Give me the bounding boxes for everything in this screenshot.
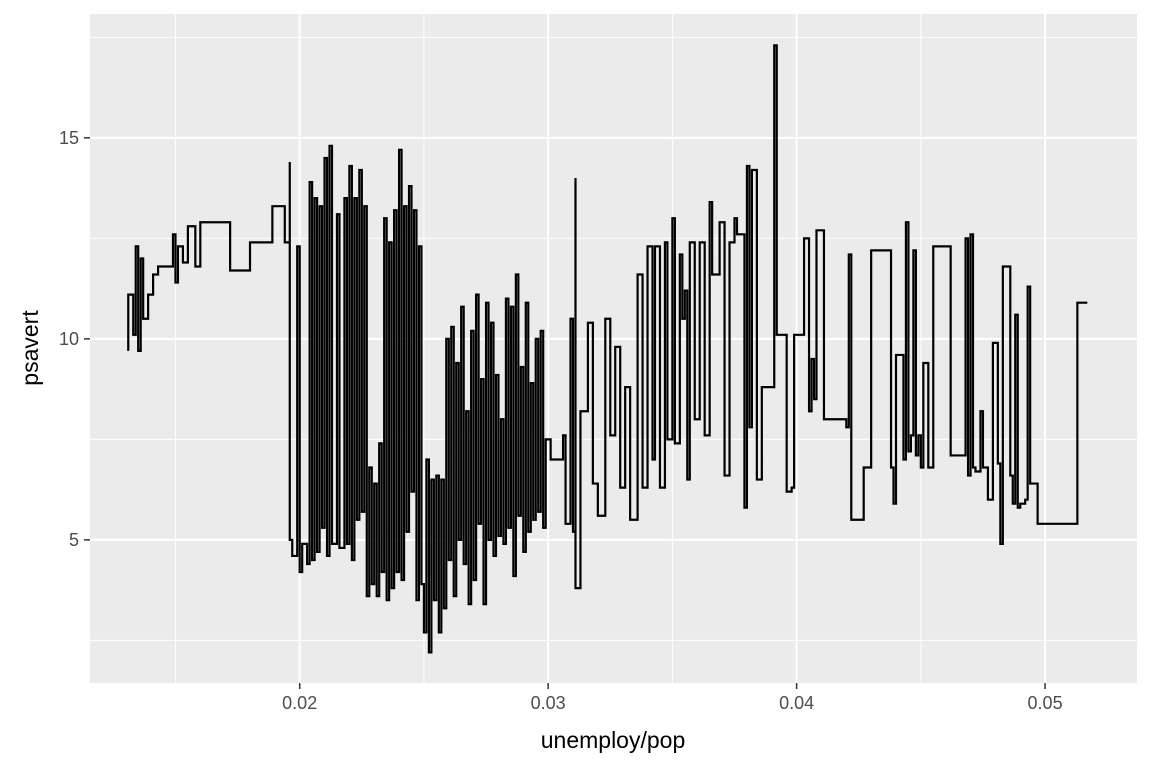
grid [90,14,1137,683]
y-axis-title: psavert [17,310,43,386]
series-line [127,44,1088,654]
y-tick-label: 15 [59,128,79,148]
x-tick-label: 0.02 [282,693,317,713]
x-tick-label: 0.04 [779,693,814,713]
x-tick-label: 0.03 [531,693,566,713]
y-tick-label: 10 [59,329,79,349]
y-tick-label: 5 [69,530,79,550]
x-axis-title: unemploy/pop [541,727,686,753]
x-tick-label: 0.05 [1028,693,1063,713]
plot-panel [90,14,1137,683]
axes: 0.02 0.03 0.04 0.05 5 10 15 [59,128,1063,713]
